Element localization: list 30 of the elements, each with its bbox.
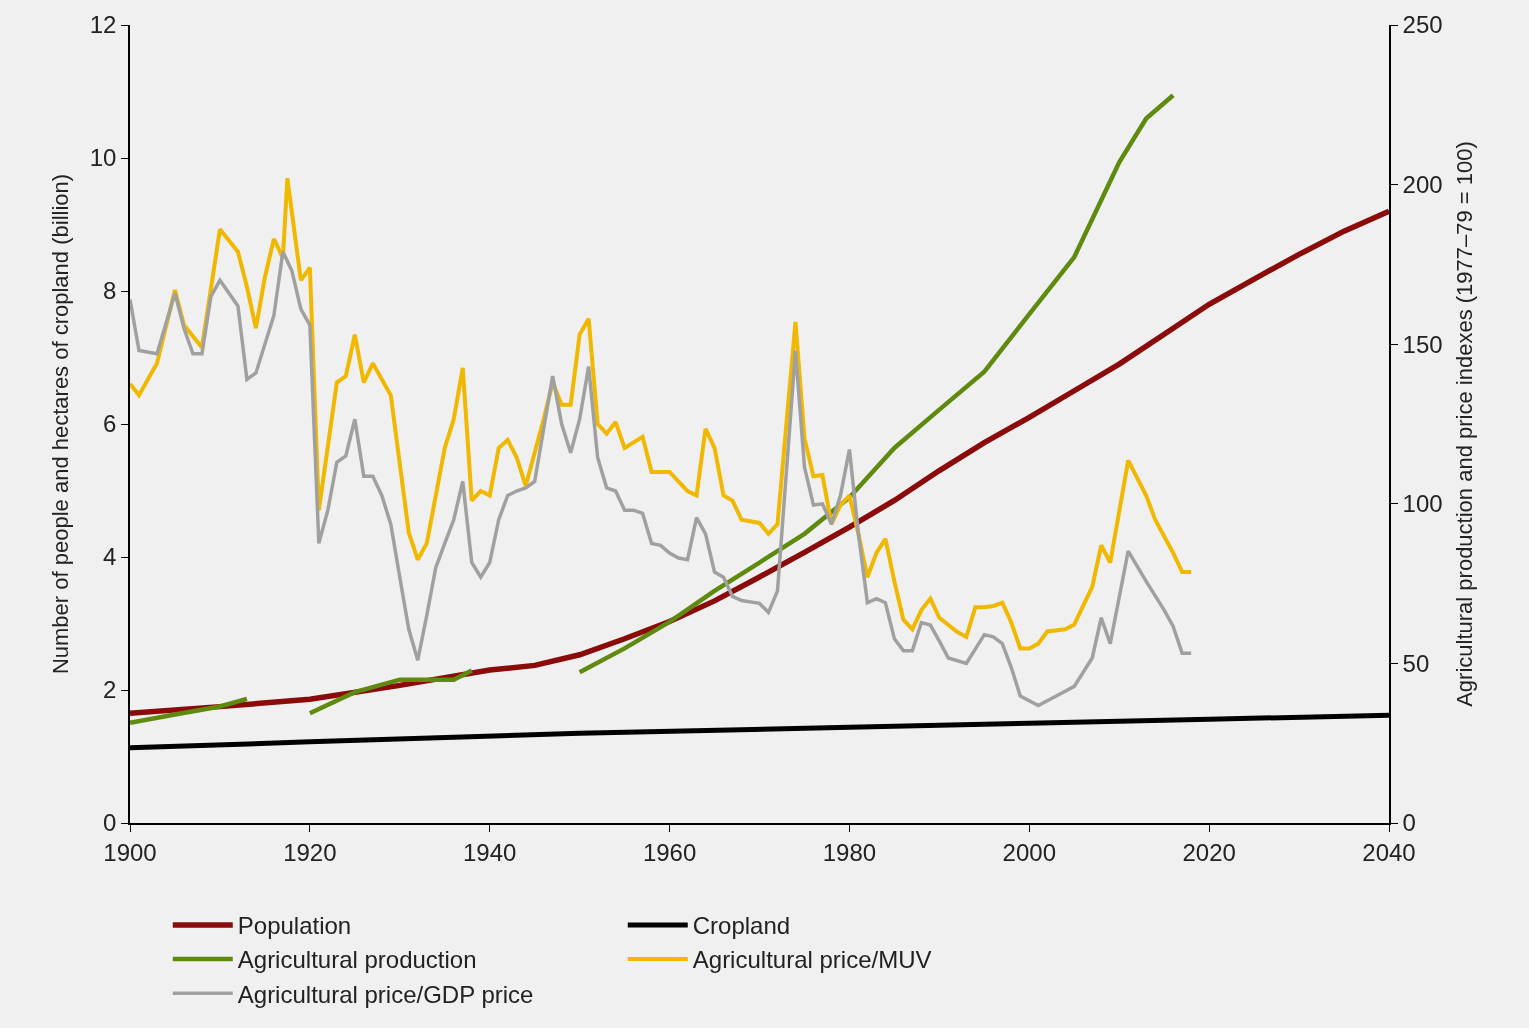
x-tick-label: 1960 (642, 838, 697, 866)
x-tick-label: 1900 (103, 838, 157, 866)
y2-tick-label: 250 (1402, 11, 1443, 39)
y2-tick-label: 0 (1402, 809, 1416, 837)
x-tick-label: 2000 (1002, 838, 1056, 866)
x-tick-label: 2020 (1182, 838, 1236, 866)
line-series (130, 176, 1194, 651)
x-tick-label: 1940 (463, 838, 517, 866)
y2-tick-label: 150 (1402, 330, 1443, 358)
x-tick-label: 1980 (822, 838, 877, 866)
legend-label: Agricultural price/MUV (692, 946, 932, 974)
legend-label: Agricultural price/GDP price (237, 980, 534, 1008)
y2-tick-label: 200 (1402, 171, 1443, 198)
y-tick-label: 12 (89, 11, 117, 39)
y-tick-label: 4 (103, 543, 117, 571)
legend-label: Population (237, 912, 352, 940)
legend-label: Cropland (692, 912, 791, 940)
y-tick-label: 2 (103, 676, 117, 704)
line-series (130, 249, 1193, 708)
y2-tick-label: 50 (1402, 649, 1430, 677)
y-tick-label: 8 (103, 277, 117, 305)
y-tick-label: 6 (103, 410, 117, 438)
x-tick-label: 2040 (1362, 838, 1416, 866)
y-tick-label: 10 (89, 144, 117, 172)
y2-axis-title: Agricultural production and price indexes (1977–79 = 100) (1452, 141, 1477, 707)
y2-tick-label: 100 (1402, 490, 1443, 518)
y-axis-title: Number of people and hectares of cropland (billion) (48, 173, 74, 675)
y-tick-label: 0 (103, 809, 117, 837)
legend-label: Agricultural production (237, 946, 477, 974)
x-tick-label: 1920 (283, 838, 337, 866)
